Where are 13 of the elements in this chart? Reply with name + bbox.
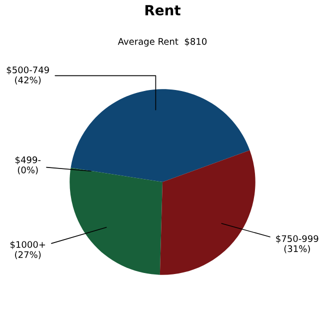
data-label: (27%) — [15, 251, 41, 260]
slice-label: $500-749 — [6, 66, 49, 74]
slice-label: $1000+ — [10, 240, 46, 250]
pie-slice — [70, 89, 250, 182]
data-label: (31%) — [284, 245, 310, 254]
category-label: $499- — [15, 156, 41, 164]
pie-slice — [70, 168, 162, 275]
data-label: (42%) — [15, 76, 41, 84]
slice-label: $750-999 — [276, 235, 318, 244]
pie-slice — [160, 150, 256, 275]
chart-title: Rent — [145, 5, 181, 16]
chart-subtitle: Average Rent $810 — [118, 38, 207, 47]
text: (0%) — [18, 166, 38, 174]
